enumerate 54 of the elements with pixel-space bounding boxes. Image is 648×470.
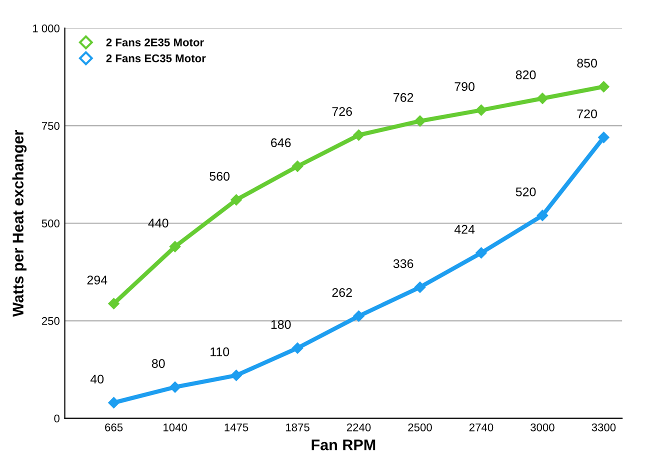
x-tick-label: 3300 xyxy=(592,423,616,432)
y-tick-label: 750 xyxy=(42,122,60,130)
x-tick-label: 3000 xyxy=(530,423,554,432)
y-axis-title: Watts per Heat exchanger xyxy=(12,130,27,317)
data-label: 726 xyxy=(332,107,352,116)
point xyxy=(353,129,364,141)
data-label: 560 xyxy=(210,172,230,181)
data-label: 790 xyxy=(454,82,474,91)
data-label: 336 xyxy=(393,259,414,268)
data-label: 720 xyxy=(577,109,597,118)
point xyxy=(476,247,487,259)
data-label: 762 xyxy=(394,93,414,102)
x-tick-label: 1040 xyxy=(164,423,187,432)
point xyxy=(536,92,548,104)
data-label: 424 xyxy=(454,224,475,234)
data-label: 80 xyxy=(152,359,165,368)
data-label: 262 xyxy=(332,288,352,297)
x-tick-label: 1875 xyxy=(286,423,310,432)
y-tick-label: 0 xyxy=(54,414,60,422)
point xyxy=(353,310,364,322)
data-label: 646 xyxy=(271,138,291,148)
point xyxy=(598,132,610,144)
point xyxy=(169,241,181,252)
x-tick-label: 665 xyxy=(105,423,123,432)
point xyxy=(230,194,242,206)
data-label: 440 xyxy=(148,218,168,228)
x-tick-label: 1475 xyxy=(224,424,248,432)
data-label: 40 xyxy=(90,374,104,384)
point xyxy=(476,104,487,116)
point xyxy=(536,210,548,222)
y-tick-label: 500 xyxy=(42,220,60,228)
legend-label: 2 Fans EC35 Motor xyxy=(106,54,206,62)
point xyxy=(414,115,426,127)
point xyxy=(414,282,426,293)
data-label: 294 xyxy=(87,276,108,284)
point xyxy=(598,81,610,92)
x-axis-title: Fan RPM xyxy=(312,440,376,450)
legend-label: 2 Fans 2E35 Motor xyxy=(106,38,204,46)
data-label: 110 xyxy=(210,347,230,356)
point xyxy=(292,160,304,172)
x-tick-label: 2740 xyxy=(469,423,494,432)
data-label: 850 xyxy=(577,58,597,68)
y-tick-label: 1 000 xyxy=(32,24,60,32)
point xyxy=(108,298,120,310)
x-tick-label: 2240 xyxy=(346,423,371,432)
data-label: 820 xyxy=(516,70,536,80)
point xyxy=(108,397,120,408)
x-tick-label: 2500 xyxy=(408,423,432,432)
data-label: 520 xyxy=(516,187,536,196)
point xyxy=(230,370,242,381)
data-label: 180 xyxy=(271,320,291,329)
point xyxy=(292,342,304,354)
y-tick-label: 250 xyxy=(42,317,60,325)
point xyxy=(169,381,181,393)
